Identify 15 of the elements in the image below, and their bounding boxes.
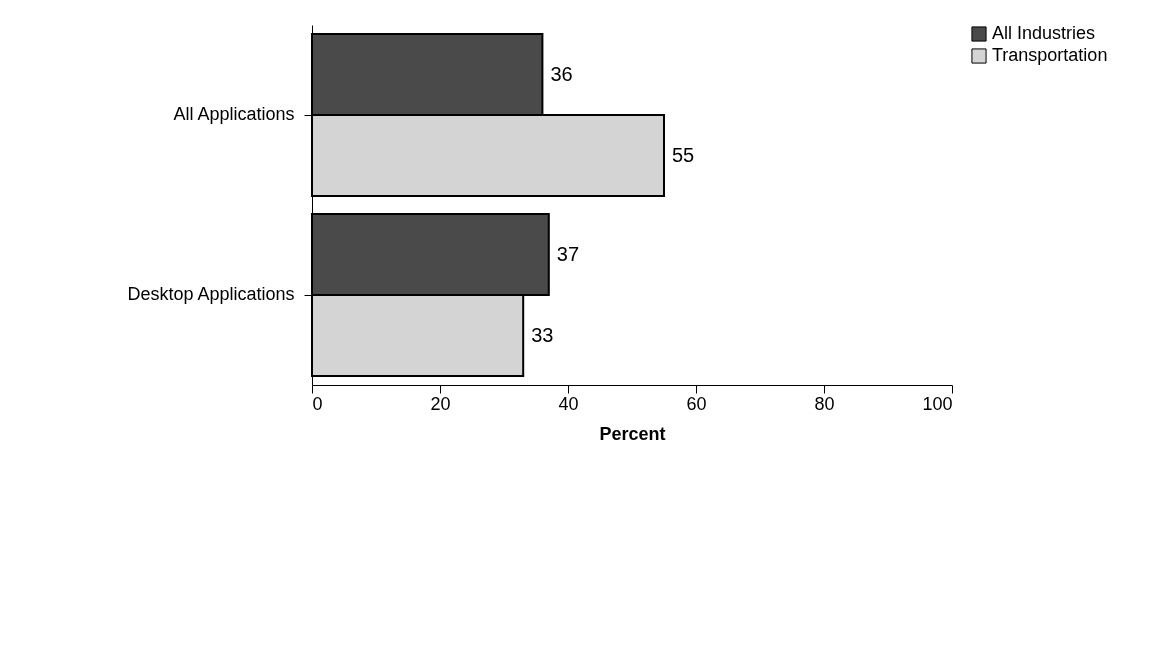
x-tick-label: 80 [814,393,835,414]
x-tick-label: 100 [922,393,953,414]
data-label: 37 [556,242,580,265]
legend-label: All Industries [992,23,1096,43]
x-axis-title: Percent [599,423,666,444]
data-label: 36 [550,62,573,85]
y-tick-label: Desktop Applications [127,284,295,304]
x-tick-label: 60 [686,393,707,414]
data-label: 33 [531,323,554,346]
x-tick-label: 0 [312,393,323,414]
x-tick-label: 20 [430,393,451,414]
y-tick-label: All Applications [173,104,295,124]
legend-label: Transportation [992,45,1108,65]
x-tick-label: 40 [558,393,579,414]
data-label: 55 [672,143,695,166]
